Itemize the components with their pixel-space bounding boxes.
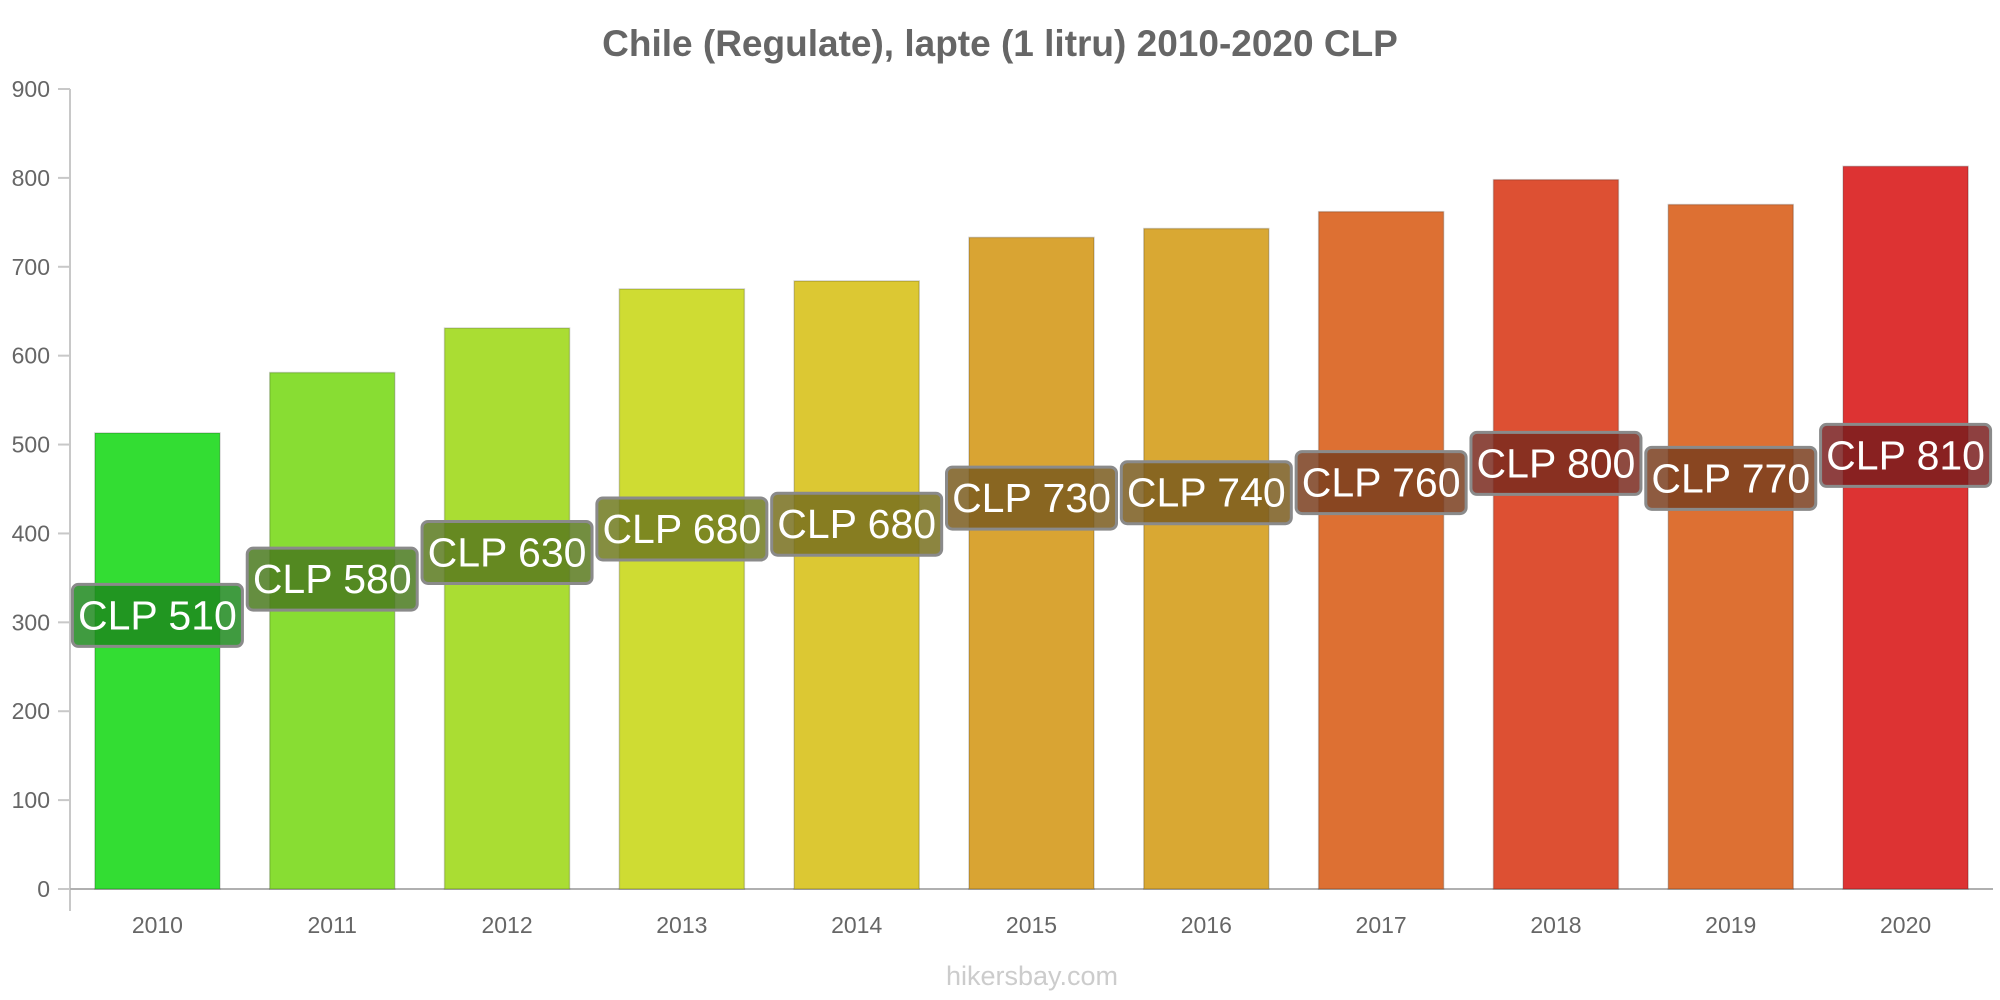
data-label-box [70, 582, 244, 648]
data-label-box [1294, 450, 1468, 516]
x-tick-label: 2015 [1006, 912, 1057, 938]
data-label: CLP 510 [78, 592, 237, 638]
chart-title: Chile (Regulate), lapte (1 litru) 2010-2… [602, 23, 1398, 64]
data-label-box [1644, 445, 1818, 511]
x-tick-label: 2017 [1356, 912, 1407, 938]
x-tick-label: 2014 [831, 912, 882, 938]
bar [1842, 165, 1969, 890]
data-label: CLP 760 [1302, 460, 1461, 506]
data-label: CLP 740 [1127, 470, 1286, 516]
x-tick-label: 2020 [1880, 912, 1931, 938]
y-tick-label: 700 [12, 254, 50, 280]
y-tick-label: 800 [12, 165, 50, 191]
data-label-box [595, 496, 769, 562]
y-tick-label: 0 [37, 876, 50, 902]
y-tick-label: 100 [12, 787, 50, 813]
bar [1143, 227, 1270, 890]
x-tick-label: 2018 [1530, 912, 1581, 938]
y-tick-label: 500 [12, 432, 50, 458]
x-tick-label: 2019 [1705, 912, 1756, 938]
x-tick-label: 2012 [481, 912, 532, 938]
data-label: CLP 730 [952, 475, 1111, 521]
bar [443, 327, 571, 890]
data-label-box [945, 465, 1118, 531]
bar [793, 280, 920, 890]
y-tick-label: 900 [12, 76, 50, 102]
data-label: CLP 810 [1826, 432, 1985, 478]
data-label-box [420, 519, 594, 585]
data-label: CLP 630 [428, 529, 587, 575]
y-tick-label: 600 [12, 343, 50, 369]
data-labels: CLP 510 CLP 580 CLP 630 CLP 680 CLP 680 CLP 7… [70, 422, 1993, 648]
x-tick-label: 2013 [656, 912, 707, 938]
x-tick-label: 2010 [132, 912, 183, 938]
data-label-box [770, 491, 944, 557]
x-tick-label: 2016 [1181, 912, 1232, 938]
bar [1667, 203, 1795, 890]
bar [1492, 178, 1620, 890]
data-label: CLP 680 [602, 506, 761, 552]
bar [94, 432, 221, 890]
y-tick-label: 400 [12, 520, 50, 546]
y-tick-label: 200 [12, 698, 50, 724]
data-label: CLP 770 [1651, 455, 1810, 501]
y-tick-label: 300 [12, 609, 50, 635]
bars [94, 165, 1969, 890]
data-label: CLP 680 [777, 501, 936, 547]
data-label: CLP 800 [1477, 440, 1636, 486]
data-label-box [245, 546, 419, 612]
bar [268, 371, 396, 890]
bar [618, 288, 746, 890]
data-label-box [1469, 430, 1643, 496]
data-label-box [1119, 460, 1293, 526]
x-tick-label: 2011 [307, 912, 356, 938]
data-label-box [1819, 422, 1993, 488]
bar [1317, 210, 1445, 890]
watermark: hikersbay.com [946, 961, 1118, 991]
bar [968, 236, 1095, 890]
data-label: CLP 580 [253, 556, 412, 602]
